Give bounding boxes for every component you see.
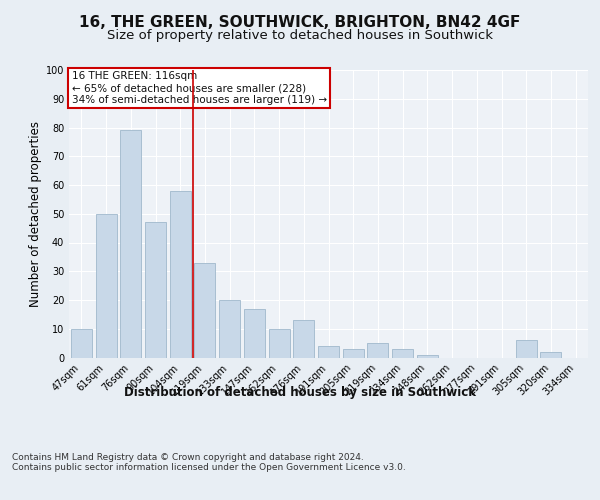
Text: Size of property relative to detached houses in Southwick: Size of property relative to detached ho… [107, 28, 493, 42]
Bar [417, 354, 438, 358]
Bar [120, 130, 141, 358]
Bar [343, 349, 364, 358]
Bar [269, 329, 290, 358]
Bar [170, 190, 191, 358]
Text: Contains HM Land Registry data © Crown copyright and database right 2024.
Contai: Contains HM Land Registry data © Crown c… [12, 452, 406, 472]
Bar [293, 320, 314, 358]
Y-axis label: Number of detached properties: Number of detached properties [29, 120, 41, 306]
Bar [219, 300, 240, 358]
Text: 16 THE GREEN: 116sqm
← 65% of detached houses are smaller (228)
34% of semi-deta: 16 THE GREEN: 116sqm ← 65% of detached h… [71, 72, 327, 104]
Bar [95, 214, 116, 358]
Bar [244, 308, 265, 358]
Text: Distribution of detached houses by size in Southwick: Distribution of detached houses by size … [124, 386, 476, 399]
Bar [194, 262, 215, 358]
Bar [516, 340, 537, 357]
Text: 16, THE GREEN, SOUTHWICK, BRIGHTON, BN42 4GF: 16, THE GREEN, SOUTHWICK, BRIGHTON, BN42… [79, 15, 521, 30]
Bar [392, 349, 413, 358]
Bar [318, 346, 339, 358]
Bar [541, 352, 562, 358]
Bar [71, 329, 92, 358]
Bar [145, 222, 166, 358]
Bar [367, 343, 388, 357]
